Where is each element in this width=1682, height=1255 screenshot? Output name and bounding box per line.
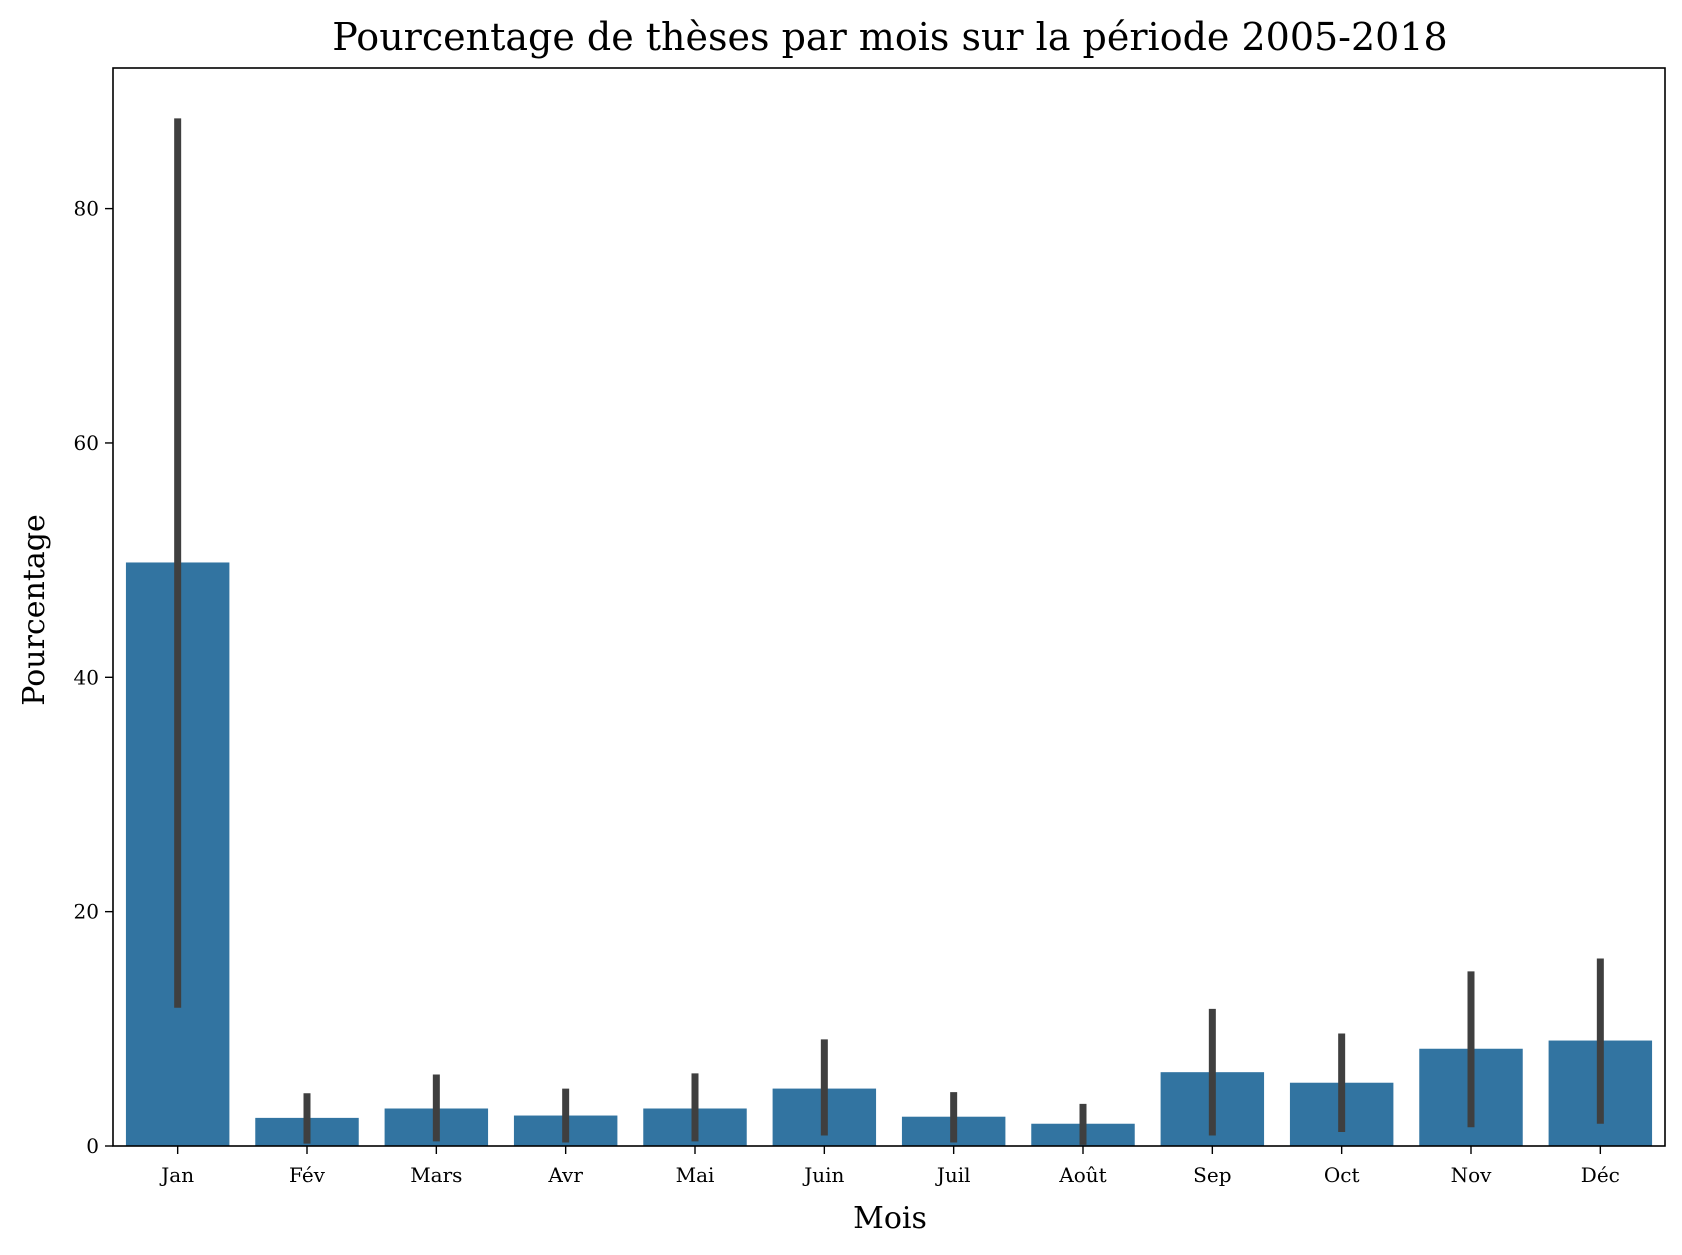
x-tick-label-mai: Mai bbox=[676, 1163, 715, 1187]
error-bars-group bbox=[174, 118, 1604, 1145]
x-tick-label-juil: Juil bbox=[935, 1163, 971, 1187]
x-tick-label-fev: Fév bbox=[289, 1163, 326, 1187]
x-tick-label-avr: Avr bbox=[547, 1163, 583, 1187]
y-axis-label: Pourcentage bbox=[17, 514, 52, 705]
x-tick-label-nov: Nov bbox=[1451, 1163, 1493, 1187]
y-tick-label: 40 bbox=[74, 665, 99, 689]
x-tick-label-jan: Jan bbox=[159, 1163, 194, 1187]
x-axis-label: Mois bbox=[853, 1201, 927, 1236]
chart-title: Pourcentage de thèses par mois sur la pé… bbox=[332, 15, 1447, 59]
x-tick-label-sep: Sep bbox=[1193, 1163, 1231, 1187]
x-tick-label-oct: Oct bbox=[1324, 1163, 1360, 1187]
bars-group bbox=[125, 562, 1653, 1146]
plot-frame bbox=[112, 67, 1666, 1147]
x-axis-ticks: Jan Fév Mars Avr Mai Juin Juil Août Sep Oct Nov Déc bbox=[159, 1146, 1620, 1187]
y-axis-ticks: 0 20 40 60 80 bbox=[74, 197, 113, 1158]
y-tick-label: 20 bbox=[74, 900, 99, 924]
x-tick-label-aout: Août bbox=[1058, 1163, 1106, 1187]
x-tick-label-juin: Juin bbox=[802, 1163, 844, 1187]
y-tick-label: 0 bbox=[86, 1134, 99, 1158]
x-tick-label-mars: Mars bbox=[410, 1163, 462, 1187]
y-tick-label: 80 bbox=[74, 197, 99, 221]
x-tick-label-dec: Déc bbox=[1581, 1163, 1620, 1187]
y-tick-label: 60 bbox=[74, 431, 99, 455]
